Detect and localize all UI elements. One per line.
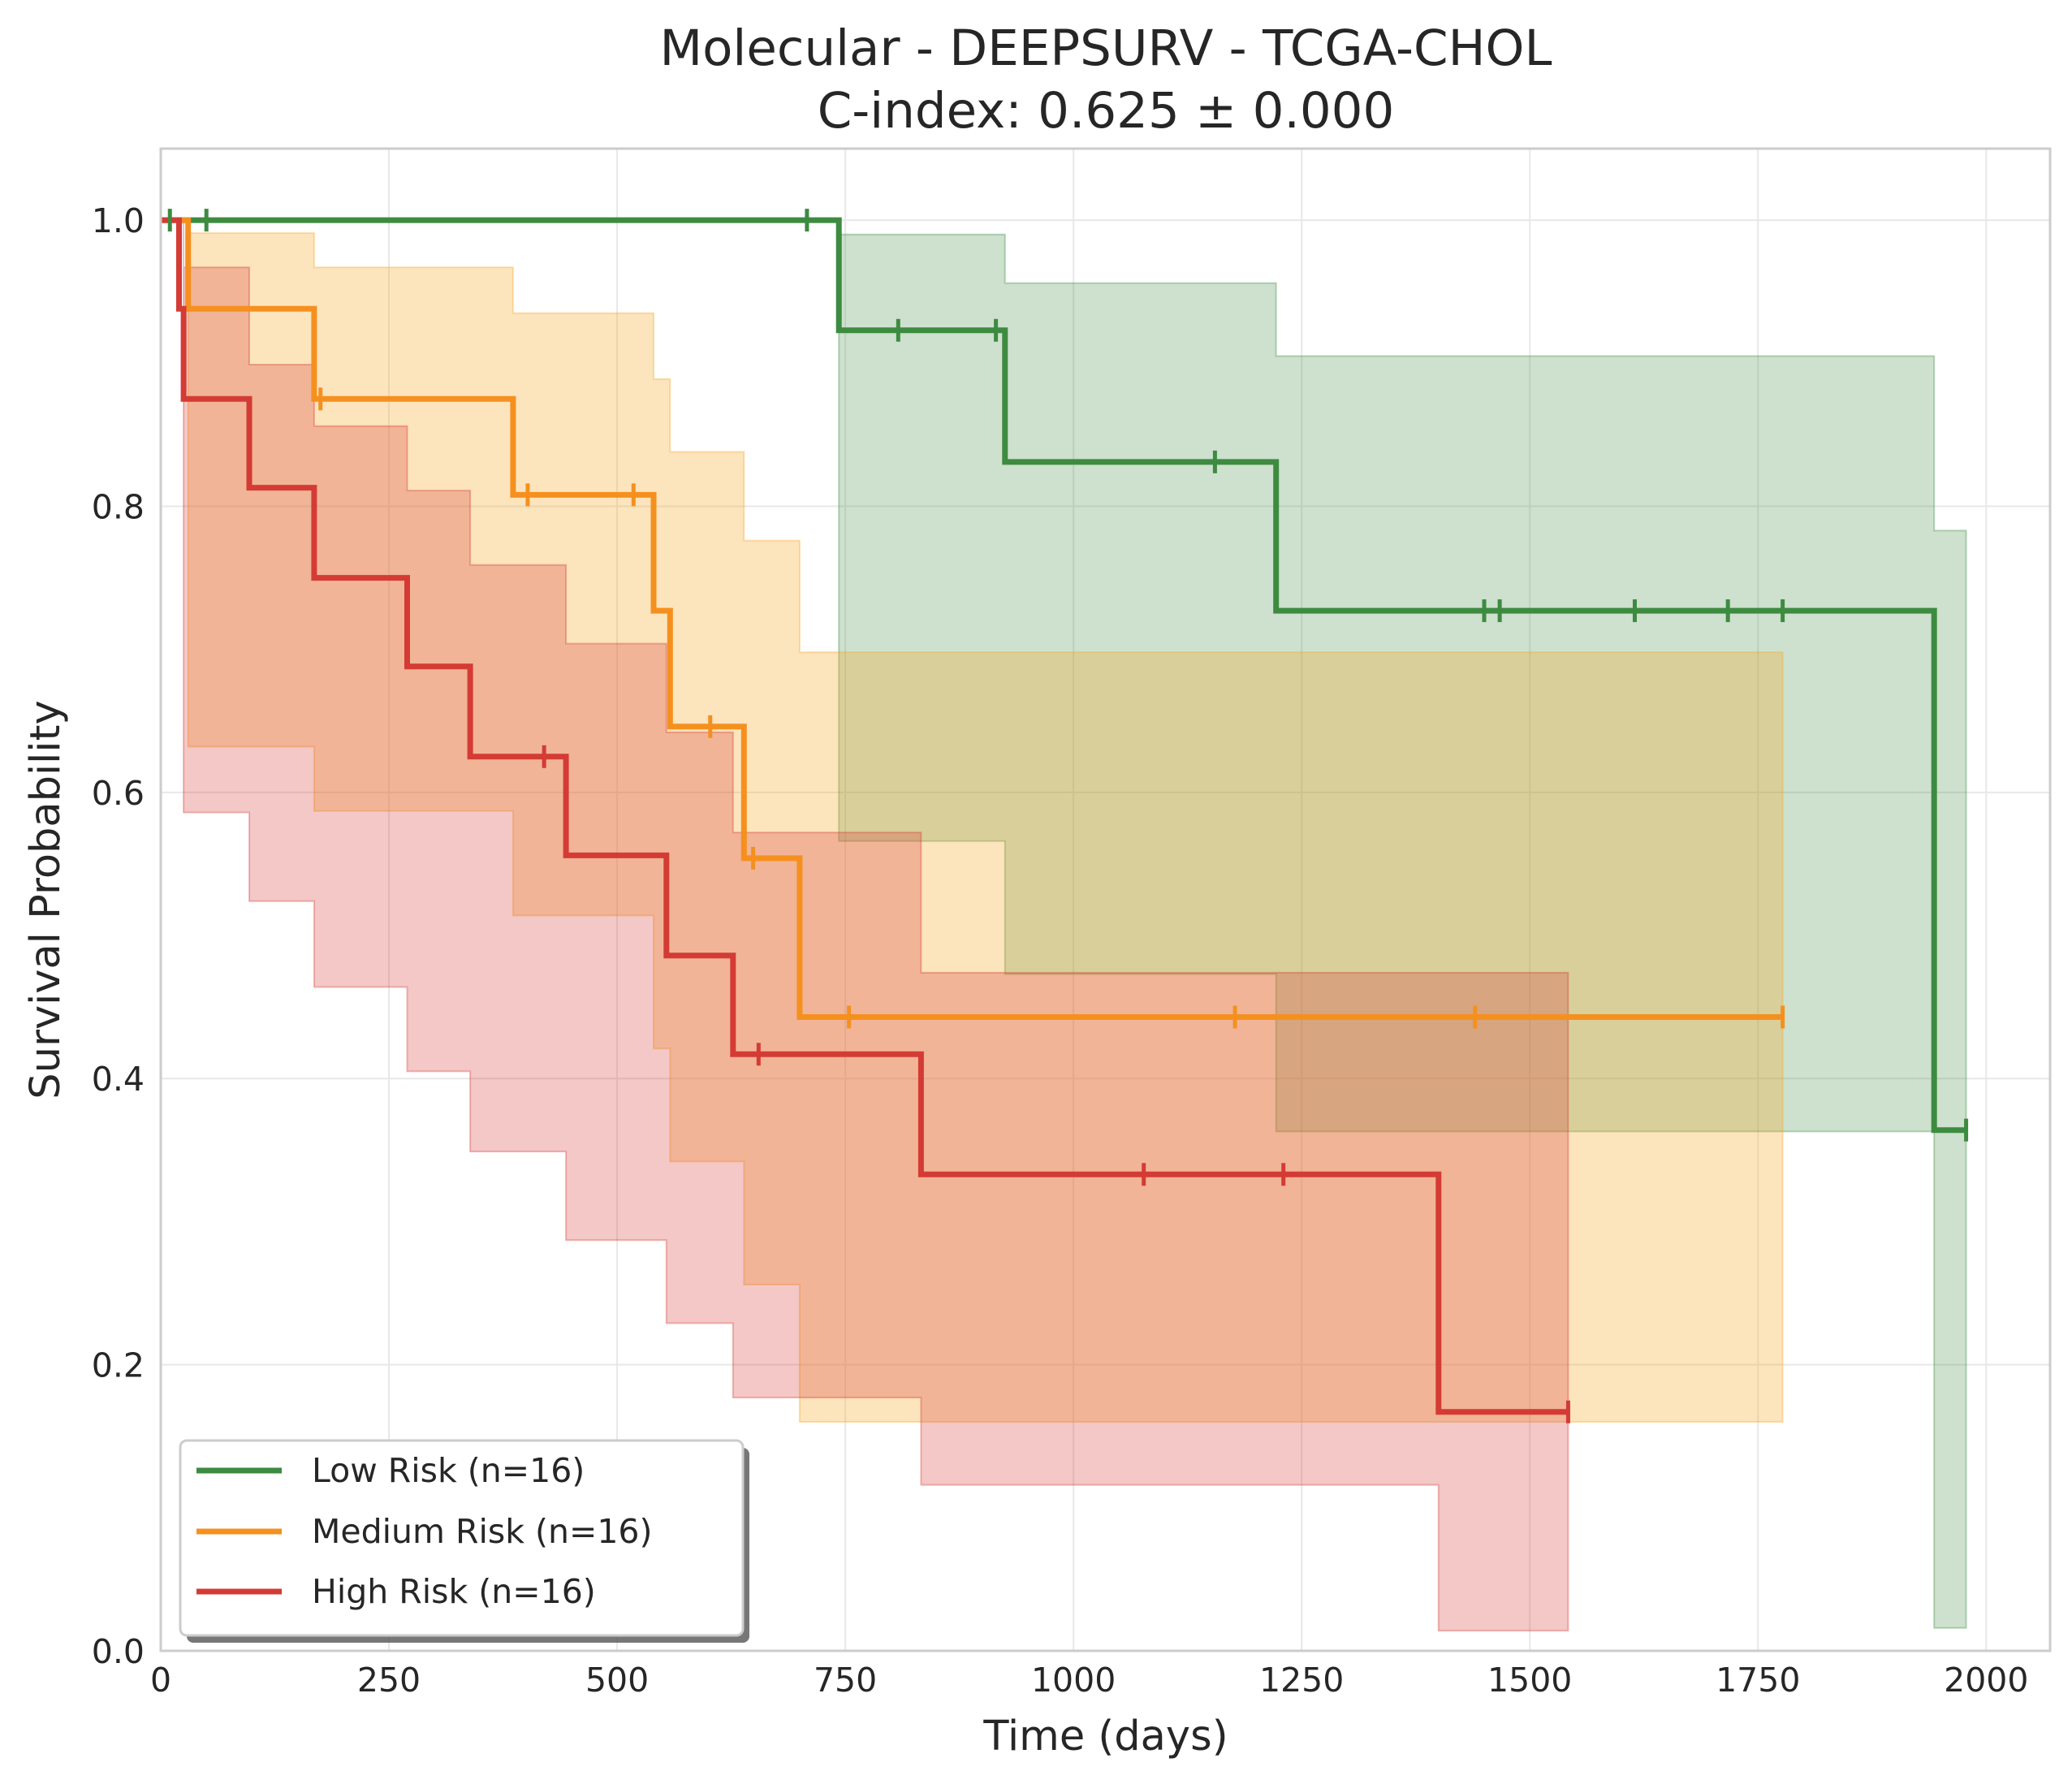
- x-tick-label: 500: [585, 1661, 649, 1700]
- plot-frame: [159, 147, 2052, 1652]
- y-tick-label: 0.6: [92, 774, 145, 813]
- legend-label-medium: Medium Risk (n=16): [312, 1512, 653, 1551]
- medium-risk-confidence-band: [161, 219, 1784, 1423]
- x-tick-label: 250: [357, 1661, 421, 1700]
- y-tick-label: 1.0: [92, 201, 145, 240]
- legend-box: [179, 1439, 745, 1637]
- y-tick-label: 0.4: [92, 1060, 145, 1099]
- censor-marks: [167, 209, 1969, 1423]
- legend-label-high: High Risk (n=16): [312, 1572, 596, 1611]
- y-axis-label: Survival Probability: [22, 700, 70, 1099]
- low-risk-confidence-band: [161, 219, 1967, 1629]
- medium-risk-survival-curve: [161, 217, 1783, 1020]
- x-axis-label: Time (days): [982, 1713, 1228, 1760]
- x-tick-label: 1000: [1031, 1661, 1116, 1700]
- x-tick-label: 750: [814, 1661, 877, 1700]
- x-axis-ticks: 0 250 500 750 1000 1250 1500 1750 2000: [150, 1661, 2029, 1700]
- x-tick-label: 2000: [1944, 1661, 2028, 1700]
- y-tick-label: 0.0: [92, 1632, 145, 1671]
- confidence-bands: [161, 219, 1967, 1632]
- y-tick-label: 0.8: [92, 487, 145, 526]
- survival-curves: [161, 217, 1966, 1415]
- high-risk-confidence-band: [161, 219, 1569, 1632]
- x-tick-label: 1250: [1259, 1661, 1344, 1700]
- legend-label-low: Low Risk (n=16): [312, 1451, 585, 1490]
- x-tick-label: 0: [150, 1661, 171, 1700]
- chart-title: Molecular - DEEPSURV - TCGA-CHOL: [659, 19, 1552, 77]
- legend: Low Risk (n=16) Medium Risk (n=16) High …: [179, 1439, 749, 1643]
- chart-subtitle: C-index: 0.625 ± 0.000: [818, 82, 1395, 140]
- x-tick-label: 1500: [1487, 1661, 1572, 1700]
- x-tick-label: 1750: [1716, 1661, 1800, 1700]
- y-axis-ticks: 0.0 0.2 0.4 0.6 0.8 1.0: [92, 201, 145, 1671]
- high-risk-survival-curve: [161, 217, 1569, 1415]
- low-risk-survival-curve: [161, 217, 1966, 1134]
- y-tick-label: 0.2: [92, 1346, 145, 1385]
